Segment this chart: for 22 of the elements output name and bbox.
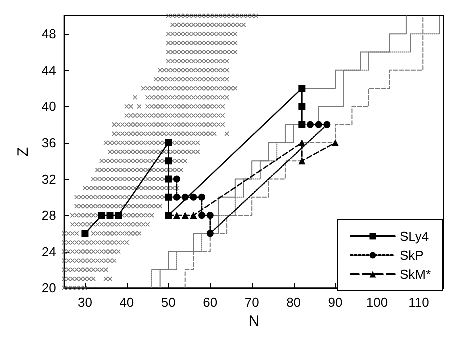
x-tick-label: 110	[408, 295, 430, 310]
x-tick-label: 80	[286, 295, 302, 310]
x-tick-label: 50	[161, 295, 176, 310]
x-tick-label: 60	[203, 295, 218, 310]
y-tick-label: 28	[42, 208, 56, 224]
legend-label: SLy4	[400, 229, 430, 244]
legend-label: SkM*	[400, 267, 432, 282]
x-tick-label: 90	[328, 295, 343, 310]
y-tick-label: 20	[42, 280, 56, 296]
legend-label: SkP	[400, 248, 424, 263]
y-tick-label: 48	[42, 26, 56, 42]
y-tick-label: 40	[42, 99, 56, 114]
y-tick-label: 44	[42, 62, 56, 78]
y-tick-label: 36	[42, 135, 56, 150]
x-tick-label: 70	[244, 295, 260, 310]
y-tick-label: 24	[42, 244, 56, 260]
y-axis-title: Z	[15, 147, 32, 157]
x-tick-label: 30	[78, 295, 92, 310]
x-tick-label: 40	[120, 295, 134, 310]
y-tick-label: 32	[42, 172, 56, 187]
x-axis-title: N	[248, 313, 260, 330]
x-tick-label: 100	[366, 295, 388, 310]
